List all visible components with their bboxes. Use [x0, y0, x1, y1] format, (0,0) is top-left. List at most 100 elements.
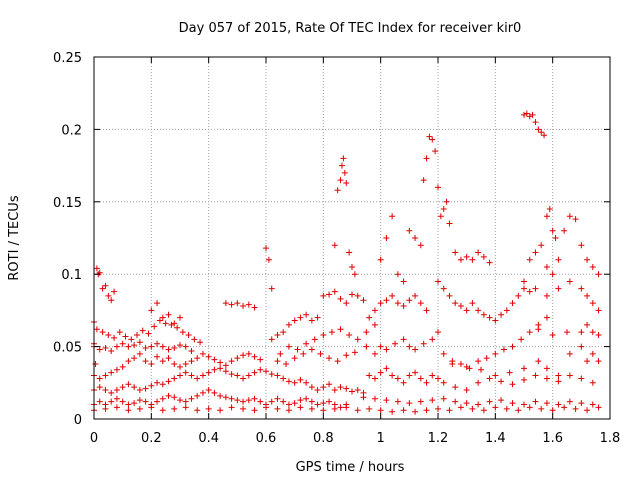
data-point — [406, 227, 413, 234]
data-point — [457, 256, 464, 263]
data-point — [96, 346, 103, 353]
data-point — [222, 362, 229, 369]
data-point — [521, 365, 527, 372]
data-point — [245, 350, 252, 357]
data-point — [343, 300, 350, 307]
data-point — [320, 384, 327, 391]
data-point — [194, 355, 201, 362]
data-point — [285, 343, 292, 350]
data-point — [354, 407, 361, 414]
data-point — [274, 332, 281, 339]
data-point — [111, 288, 118, 295]
data-point — [297, 314, 304, 321]
data-point — [338, 162, 345, 169]
data-point — [331, 405, 338, 412]
data-point — [331, 242, 338, 249]
data-point — [257, 398, 264, 405]
data-point — [346, 249, 353, 256]
data-point — [131, 355, 138, 362]
data-point — [122, 333, 129, 340]
data-point — [360, 297, 367, 304]
data-point — [217, 392, 224, 399]
data-point — [125, 343, 132, 350]
y-tick-label: 0.2 — [61, 123, 82, 138]
data-point — [420, 177, 427, 184]
data-point — [291, 317, 298, 324]
data-point — [251, 369, 258, 376]
data-point — [131, 400, 138, 407]
data-point — [463, 387, 470, 394]
data-point — [423, 379, 430, 386]
data-point — [392, 340, 398, 347]
data-point — [177, 363, 183, 370]
data-point — [194, 375, 201, 382]
data-point — [234, 372, 241, 379]
data-point — [341, 169, 348, 176]
data-point — [274, 405, 281, 412]
data-point — [566, 372, 573, 379]
data-point — [131, 384, 138, 391]
data-point — [131, 342, 138, 349]
data-point — [351, 349, 358, 356]
data-point — [111, 334, 118, 341]
data-point — [417, 242, 424, 249]
data-point — [532, 372, 539, 379]
data-point — [263, 368, 269, 375]
x-tick-label: 1.2 — [428, 431, 449, 446]
data-point — [555, 256, 562, 263]
data-point — [320, 332, 327, 339]
data-point — [435, 278, 441, 285]
data-point — [96, 375, 103, 382]
data-point — [162, 320, 169, 327]
data-point — [171, 394, 178, 401]
data-point — [400, 379, 407, 386]
data-point — [480, 407, 487, 414]
data-point — [509, 381, 516, 388]
data-point — [99, 329, 106, 336]
data-point — [552, 235, 559, 241]
data-point — [543, 400, 550, 407]
data-point — [566, 350, 573, 357]
data-point — [334, 358, 341, 365]
data-point — [177, 397, 183, 404]
data-point — [377, 300, 384, 307]
data-point — [469, 405, 476, 412]
data-point — [343, 179, 350, 186]
data-point — [154, 300, 161, 307]
data-point — [394, 375, 401, 382]
data-point — [377, 407, 384, 414]
data-point — [549, 227, 556, 234]
data-point — [217, 359, 224, 366]
data-point — [99, 285, 106, 292]
data-point — [96, 398, 103, 405]
data-point — [165, 355, 172, 362]
data-point — [549, 271, 556, 278]
data-point — [337, 404, 344, 411]
data-point — [515, 292, 522, 299]
data-point — [136, 387, 143, 394]
data-point — [343, 385, 350, 392]
data-point — [177, 314, 183, 321]
x-tick-label: 1 — [377, 431, 385, 446]
data-point — [234, 355, 241, 362]
data-point — [102, 387, 109, 394]
data-point — [538, 129, 545, 136]
data-point — [159, 381, 166, 388]
data-point — [578, 343, 585, 350]
data-point — [457, 303, 464, 310]
data-point — [526, 113, 533, 120]
data-point — [543, 314, 550, 321]
data-point — [113, 395, 120, 402]
data-point — [595, 307, 602, 314]
data-point — [128, 336, 135, 343]
x-tick-label: 1.8 — [600, 431, 621, 446]
data-point — [125, 358, 132, 365]
data-point — [389, 372, 396, 379]
data-point — [331, 288, 338, 295]
data-point — [125, 407, 132, 414]
data-point — [457, 360, 464, 367]
data-point — [274, 372, 281, 379]
data-point — [211, 366, 218, 373]
data-point — [400, 407, 407, 414]
data-point — [340, 155, 347, 162]
